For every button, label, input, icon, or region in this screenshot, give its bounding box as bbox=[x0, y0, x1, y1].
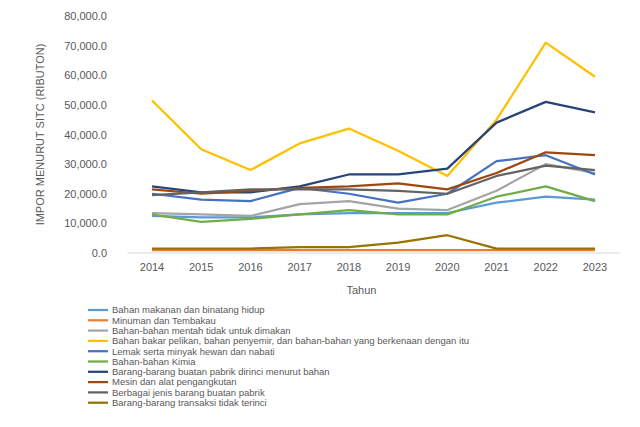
series-line bbox=[152, 102, 595, 192]
legend-swatch bbox=[88, 329, 108, 331]
legend-swatch bbox=[88, 309, 108, 311]
series-line bbox=[152, 166, 595, 196]
y-tick-label: 60,000.0 bbox=[64, 69, 107, 81]
legend-swatch bbox=[88, 381, 108, 383]
x-tick-label: 2023 bbox=[583, 261, 607, 273]
x-tick-label: 2015 bbox=[189, 261, 213, 273]
x-tick-label: 2019 bbox=[386, 261, 410, 273]
x-axis bbox=[127, 253, 619, 254]
series-line bbox=[152, 155, 595, 202]
x-tick-label: 2017 bbox=[287, 261, 311, 273]
chart: 0.0 10,000.0 20,000.0 30,000.0 40,000.0 50,00… bbox=[0, 0, 640, 427]
x-axis-title: Tahun bbox=[347, 284, 377, 296]
legend-swatch bbox=[88, 391, 108, 393]
x-tick-label: 2020 bbox=[435, 261, 459, 273]
y-tick-label: 30,000.0 bbox=[64, 158, 107, 170]
plot-lines bbox=[152, 43, 595, 250]
x-tick-label: 2016 bbox=[238, 261, 262, 273]
legend-label: Barang-barang transaksi tidak terinci bbox=[112, 397, 267, 408]
x-tick-label: 2014 bbox=[140, 261, 164, 273]
x-tick-label: 2021 bbox=[484, 261, 508, 273]
series-line bbox=[152, 152, 595, 193]
x-tick-label: 2018 bbox=[337, 261, 361, 273]
y-tick-label: 70,000.0 bbox=[64, 40, 107, 52]
legend-swatch bbox=[88, 360, 108, 362]
y-tick-label: 0.0 bbox=[92, 247, 107, 259]
y-tick-label: 20,000.0 bbox=[64, 188, 107, 200]
legend-swatch bbox=[88, 340, 108, 342]
y-tick-label: 80,000.0 bbox=[64, 10, 107, 22]
x-tick-label: 2022 bbox=[534, 261, 558, 273]
y-axis-title: IMPOR MENURUT SITC (RIBUTON) bbox=[34, 44, 46, 226]
y-tick-label: 10,000.0 bbox=[64, 217, 107, 229]
legend-swatch bbox=[88, 350, 108, 352]
legend-swatch bbox=[88, 402, 108, 404]
series-line bbox=[152, 235, 595, 248]
legend-swatch bbox=[88, 371, 108, 373]
y-tick-label: 40,000.0 bbox=[64, 129, 107, 141]
y-tick-label: 50,000.0 bbox=[64, 99, 107, 111]
legend-swatch bbox=[88, 319, 108, 321]
